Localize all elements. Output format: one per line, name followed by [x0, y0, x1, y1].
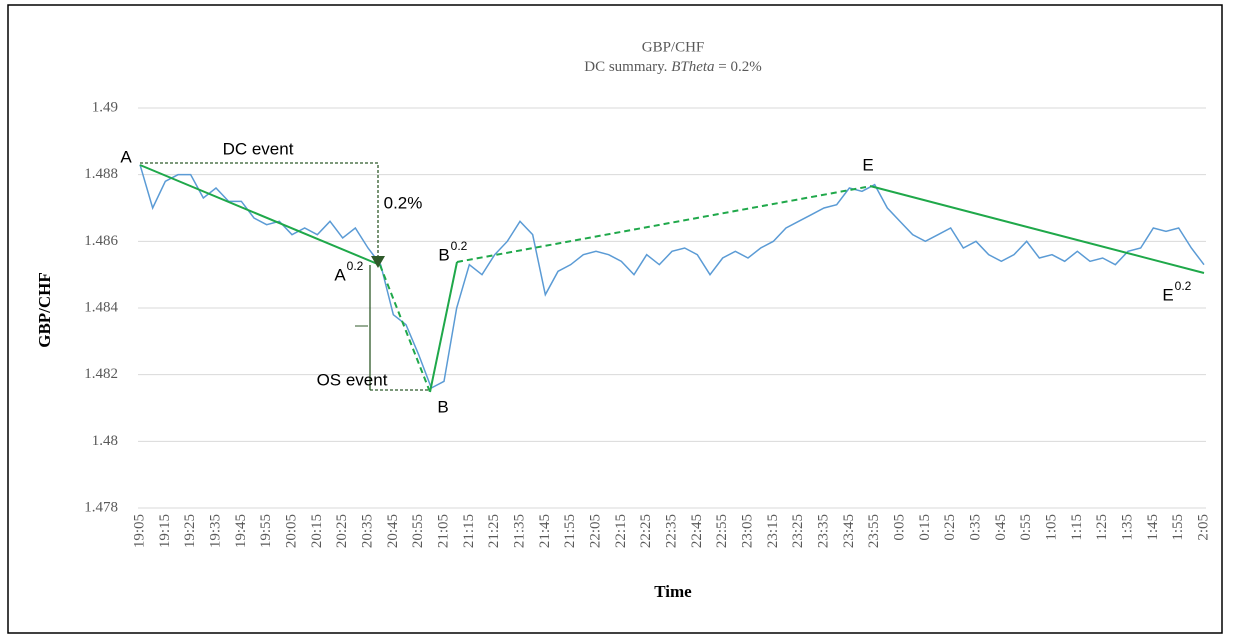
- annotation: A: [334, 265, 346, 284]
- y-tick-label: 1.484: [84, 299, 118, 315]
- subtitle-part: BTheta: [671, 59, 714, 75]
- x-tick-label: 0:15: [917, 514, 933, 541]
- y-tick-label: 1.478: [84, 499, 118, 515]
- annotation-superscript: 0.2: [347, 259, 364, 273]
- x-tick-label: 21:15: [461, 514, 477, 548]
- x-tick-label: 19:15: [157, 514, 173, 548]
- x-tick-label: 22:15: [613, 514, 629, 548]
- x-tick-label: 1:45: [1145, 514, 1161, 541]
- trend-line: [379, 264, 431, 393]
- y-tick-label: 1.482: [84, 366, 118, 382]
- trend-line: [139, 164, 381, 266]
- x-tick-label: 19:25: [182, 514, 198, 548]
- x-tick-label: 23:05: [739, 514, 755, 548]
- series-line: [139, 164, 1205, 390]
- x-tick-label: 20:55: [410, 514, 426, 548]
- x-tick-label: 19:45: [233, 514, 249, 548]
- y-tick-label: 1.48: [92, 433, 118, 449]
- annotation-superscript: 0.2: [451, 239, 468, 253]
- annotation: B: [437, 397, 448, 416]
- x-tick-label: 2:05: [1195, 514, 1211, 541]
- x-tick-label: 20:25: [334, 514, 350, 548]
- x-tick-label: 20:15: [309, 514, 325, 548]
- x-tick-label: 21:55: [562, 514, 578, 548]
- y-tick-label: 1.486: [84, 233, 118, 249]
- x-tick-label: 21:05: [435, 514, 451, 548]
- chart-title: GBP/CHF: [642, 39, 705, 55]
- annotation: B: [438, 245, 449, 264]
- trend-line: [869, 185, 1205, 274]
- dc-overlay: [139, 162, 1205, 393]
- grid: 1.478 1.48 1.482 1.484 1.486 1.488 1.49 19:05 19…: [84, 99, 1211, 548]
- x-tick-label: 21:25: [486, 514, 502, 548]
- annotation: DC event: [223, 139, 294, 158]
- x-tick-label: 1:05: [1043, 514, 1059, 541]
- x-tick-label: 1:15: [1069, 514, 1085, 541]
- annotation: E: [1162, 285, 1173, 304]
- annotation: 0.2%: [384, 193, 423, 212]
- x-tick-label: 22:45: [689, 514, 705, 548]
- annotation: E: [862, 155, 873, 174]
- annotation: A: [120, 147, 132, 166]
- x-tick-label: 21:35: [511, 514, 527, 548]
- y-tick-label: 1.49: [92, 99, 118, 115]
- x-tick-label: 0:05: [891, 514, 907, 541]
- trend-line: [429, 261, 458, 393]
- x-tick-label: 0:45: [993, 514, 1009, 541]
- x-tick-label: 23:45: [841, 514, 857, 548]
- x-tick-label: 19:35: [207, 514, 223, 548]
- x-tick-label: 23:35: [815, 514, 831, 548]
- x-tick-label: 22:25: [638, 514, 654, 548]
- x-tick-label: 20:05: [283, 514, 299, 548]
- x-tick-label: 20:35: [359, 514, 375, 548]
- x-tick-label: 1:35: [1119, 514, 1135, 541]
- x-axis-title: Time: [654, 582, 692, 601]
- x-tick-label: 20:45: [385, 514, 401, 548]
- series-layer: [139, 164, 1205, 390]
- annotation-superscript: 0.2: [1175, 279, 1192, 293]
- subtitle-part: = 0.2%: [715, 59, 762, 75]
- annotation: OS event: [317, 370, 388, 389]
- x-tick-label: 1:55: [1170, 514, 1186, 541]
- x-tick-label: 0:55: [1018, 514, 1034, 541]
- x-tick-label: 22:05: [587, 514, 603, 548]
- x-tick-label: 23:55: [866, 514, 882, 548]
- x-tick-label: 23:15: [765, 514, 781, 548]
- chart-frame: [7, 4, 1223, 634]
- x-tick-label: 23:25: [790, 514, 806, 548]
- x-tick-label: 21:45: [537, 514, 553, 548]
- chart-subtitle: DC summary. BTheta = 0.2%: [584, 59, 762, 75]
- dc-arrow: [371, 256, 385, 268]
- x-tick-label: 22:55: [714, 514, 730, 548]
- x-tick-label: 22:35: [663, 514, 679, 548]
- dc-bracket: [140, 162, 379, 258]
- y-axis-title: GBP/CHF: [35, 272, 54, 348]
- subtitle-part: DC summary.: [584, 59, 671, 75]
- x-tick-label: 1:25: [1094, 514, 1110, 541]
- x-tick-label: 0:25: [942, 514, 958, 541]
- x-tick-label: 19:55: [258, 514, 274, 548]
- x-tick-label: 19:05: [131, 514, 147, 548]
- x-tick-label: 0:35: [967, 514, 983, 541]
- y-tick-label: 1.488: [84, 166, 118, 182]
